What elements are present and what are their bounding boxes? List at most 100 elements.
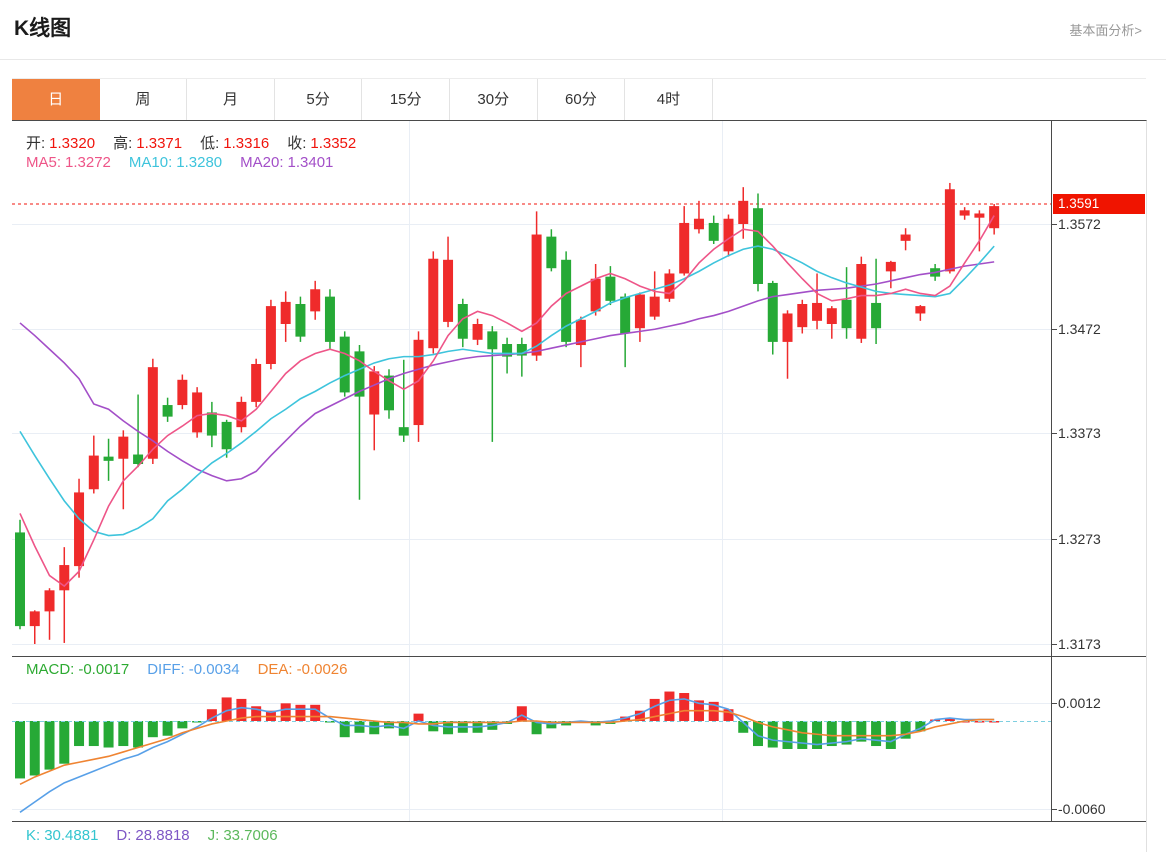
tab-周[interactable]: 周: [99, 79, 188, 121]
candle-body: [516, 344, 527, 356]
macd-bar: [856, 721, 867, 742]
kline-chart-area[interactable]: 开: 1.3320 高: 1.3371 低: 1.3316 收: 1.3352 MA5: 1.3…: [12, 120, 1147, 852]
kline-chart-canvas[interactable]: [12, 121, 1146, 852]
candle-body: [354, 351, 365, 397]
macd-bar: [133, 721, 144, 748]
candle-body: [620, 296, 631, 334]
macd-bar: [206, 709, 217, 721]
legend-item: MA5: 1.3272: [26, 154, 111, 171]
candle-body: [472, 324, 483, 340]
macd-bar: [310, 704, 321, 721]
candle-body: [457, 304, 468, 339]
candle-body: [236, 401, 247, 428]
macd-bar: [900, 721, 911, 739]
candle-body: [885, 261, 896, 272]
axis-tick-label: -0.0060: [1058, 800, 1106, 817]
legend-item: 低: 1.3316: [200, 135, 270, 152]
macd-bar: [738, 721, 749, 733]
candle-body: [295, 304, 306, 337]
page-title: K线图: [14, 17, 72, 40]
macd-bar: [767, 721, 778, 748]
candle-body: [944, 189, 955, 272]
macd-bar: [280, 703, 291, 721]
legend-item: 高: 1.3371: [113, 135, 183, 152]
candle-body: [605, 276, 616, 301]
candle-body: [339, 336, 350, 393]
candle-body: [856, 264, 867, 339]
tab-30分[interactable]: 30分: [449, 79, 538, 121]
legend-item: DEA: -0.0026: [257, 661, 348, 678]
candle-body: [841, 299, 852, 329]
candle-body: [693, 218, 704, 230]
ma-legend: MA5: 1.3272 MA10: 1.3280 MA20: 1.3401: [26, 154, 351, 171]
fundamental-analysis-link[interactable]: 基本面分析>: [1069, 23, 1142, 38]
candle-body: [221, 421, 232, 450]
macd-bar: [915, 721, 926, 732]
candle-body: [265, 306, 276, 364]
candle-body: [871, 302, 882, 329]
macd-bar: [871, 721, 882, 747]
macd-bar: [649, 698, 660, 721]
candle-body: [192, 392, 203, 433]
candle-body: [59, 565, 70, 591]
macd-bar: [15, 721, 25, 779]
candle-body: [797, 304, 808, 328]
candle-body: [546, 236, 557, 269]
legend-item: 开: 1.3320: [26, 135, 96, 152]
legend-item: DIFF: -0.0034: [147, 661, 240, 678]
candle-body: [206, 412, 217, 436]
legend-item: MACD: -0.0017: [26, 661, 130, 678]
candle-body: [487, 331, 498, 350]
candle-body: [664, 273, 675, 299]
tab-4时[interactable]: 4时: [625, 79, 713, 121]
macd-bar: [103, 721, 114, 748]
macd-bar: [413, 713, 424, 721]
macd-bar: [74, 721, 85, 747]
macd-bar: [841, 721, 852, 745]
candle-body: [826, 308, 837, 324]
legend-item: MA10: 1.3280: [128, 154, 223, 171]
candle-body: [974, 213, 985, 218]
candle-body: [384, 375, 394, 411]
candle-body: [708, 222, 719, 241]
axis-tick-label: 1.3173: [1058, 635, 1101, 652]
macd-bar: [664, 691, 675, 721]
macd-bar: [531, 721, 542, 735]
candle-body: [44, 590, 55, 612]
legend-item: 收: 1.3352: [287, 135, 357, 152]
candle-body: [15, 532, 25, 627]
legend-item: MA20: 1.3401: [240, 154, 334, 171]
candle-body: [959, 210, 970, 216]
candle-body: [590, 278, 601, 312]
macd-bar: [236, 698, 247, 721]
candle-body: [118, 436, 129, 459]
macd-bar: [44, 721, 55, 770]
candle-body: [162, 405, 173, 417]
macd-bar: [782, 721, 793, 749]
candle-body: [324, 296, 335, 342]
macd-bar: [88, 721, 99, 747]
legend-item: J: 33.7006: [207, 827, 278, 844]
candle-body: [767, 282, 778, 342]
tab-5分[interactable]: 5分: [274, 79, 363, 121]
candle-body: [900, 234, 911, 241]
candle-body: [723, 218, 734, 252]
kdj-legend: K: 30.4881 D: 28.8818 J: 33.7006: [26, 827, 296, 844]
macd-bar: [295, 704, 306, 721]
tab-60分[interactable]: 60分: [537, 79, 626, 121]
candle-body: [103, 456, 114, 461]
candle-body: [29, 611, 40, 627]
macd-bar: [339, 721, 350, 738]
macd-bar: [29, 721, 40, 776]
macd-bar: [797, 721, 808, 749]
axis-tick-label: 1.3572: [1058, 215, 1101, 232]
diff-line: [19, 698, 995, 813]
candle-body: [649, 296, 660, 317]
macd-bar: [516, 706, 527, 721]
candle-body: [74, 492, 85, 567]
macd-bar: [147, 721, 158, 738]
macd-bar: [944, 718, 955, 721]
tab-月[interactable]: 月: [187, 79, 275, 121]
tab-15分[interactable]: 15分: [362, 79, 450, 121]
tab-日[interactable]: 日: [12, 79, 100, 121]
